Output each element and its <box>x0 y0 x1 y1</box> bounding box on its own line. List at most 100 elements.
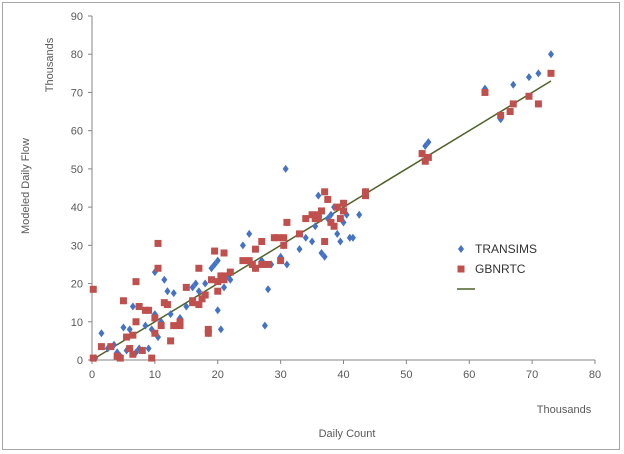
transims-point <box>239 241 246 250</box>
transims-point <box>422 141 429 150</box>
y-tick-label: 10 <box>71 317 83 329</box>
transims-point <box>202 279 209 288</box>
gbnrtc-point <box>189 297 197 305</box>
gbnrtc-point <box>497 111 505 119</box>
gbnrtc-point <box>248 260 256 268</box>
gbnrtc-point <box>547 69 555 77</box>
y-units-label: Thousands <box>44 37 56 92</box>
transims-point <box>189 283 196 292</box>
axes <box>88 15 596 364</box>
transims-point <box>510 80 517 89</box>
gbnrtc-point <box>273 234 281 242</box>
transims-point <box>425 138 432 147</box>
gbnrtc-point <box>314 211 322 219</box>
gbnrtc-point <box>151 314 159 322</box>
legend: TRANSIMS GBNRTC <box>457 242 537 290</box>
gbnrtc-point <box>195 264 203 272</box>
legend-label: TRANSIMS <box>475 242 537 256</box>
y-tick-label: 30 <box>71 240 83 252</box>
transims-point <box>283 260 290 269</box>
transims-point <box>296 245 303 254</box>
gbnrtc-point <box>340 199 347 207</box>
x-tick-label: 0 <box>89 369 95 381</box>
transims-point <box>98 329 105 338</box>
gbnrtc-point <box>333 203 341 211</box>
gbnrtc-point <box>204 325 212 333</box>
transims-point <box>192 279 199 288</box>
gbnrtc-point <box>324 195 332 203</box>
gbnrtc-point <box>129 350 137 358</box>
chart-frame: 0 10 20 30 40 50 60 70 80 90 0 10 20 30 40 50 60 70 80 TRA… <box>2 2 620 450</box>
gbnrtc-point <box>176 322 184 330</box>
gbnrtc-point <box>132 318 140 326</box>
transims-point <box>129 302 136 311</box>
gbnrtc-point <box>525 92 533 100</box>
gbnrtc-point <box>220 276 228 284</box>
gbnrtc-point <box>239 257 247 265</box>
transims-point <box>120 323 127 332</box>
y-tick-label: 60 <box>71 126 83 138</box>
gbnrtc-point <box>145 306 153 314</box>
transims-point <box>183 302 190 311</box>
gbnrtc-point <box>258 260 266 268</box>
gbnrtc-point <box>327 218 335 226</box>
gbnrtc-point <box>220 272 228 280</box>
legend-diamond-swatch <box>458 245 464 253</box>
transims-point <box>327 210 334 219</box>
gbnrtc-point <box>148 354 156 362</box>
transims-point <box>142 321 149 330</box>
gbnrtc-point <box>226 268 234 276</box>
gbnrtc-point <box>89 285 97 293</box>
gbnrtc-point <box>509 100 517 108</box>
gbnrtc-point <box>317 207 325 215</box>
gbnrtc-point <box>97 343 105 351</box>
transims-point <box>312 222 319 231</box>
gbnrtc-point <box>251 264 259 272</box>
x-tick-label: 50 <box>400 369 412 381</box>
transims-point <box>195 287 202 296</box>
transims-point <box>309 237 316 246</box>
gbnrtc-point <box>123 333 131 341</box>
gbnrtc-point <box>170 322 178 330</box>
y-tick-label: 0 <box>77 355 83 367</box>
y-axis-title: Modeled Daily Flow <box>20 138 32 234</box>
transims-point <box>282 164 289 173</box>
gbnrtc-point <box>264 260 272 268</box>
x-axis-title: Daily Count <box>319 428 376 440</box>
gbnrtc-point <box>211 247 219 255</box>
transims-point <box>217 325 224 334</box>
transims-point <box>349 233 356 242</box>
transims-point <box>145 344 152 353</box>
transims-point <box>356 210 363 219</box>
gbnrtc-point <box>182 283 190 291</box>
gbnrtc-point <box>204 329 212 337</box>
gbnrtc-point <box>277 257 285 265</box>
gbnrtc-point <box>421 157 429 165</box>
gbnrtc-point <box>116 354 124 362</box>
gbnrtc-point <box>302 215 310 223</box>
gbnrtc-point <box>154 239 162 247</box>
gbnrtc-point <box>207 276 215 284</box>
gbnrtc-point <box>176 318 184 326</box>
gbnrtc-point <box>135 302 143 310</box>
gbnrtc-point <box>151 329 159 337</box>
gbnrtc-point <box>362 188 370 196</box>
transims-point <box>318 248 325 257</box>
y-tick-label: 50 <box>71 164 83 176</box>
gbnrtc-point <box>220 249 228 257</box>
transims-point <box>346 233 353 242</box>
legend-square-swatch <box>457 265 465 273</box>
transims-point <box>246 229 253 238</box>
gbnrtc-point <box>280 241 288 249</box>
transims-point <box>337 237 344 246</box>
gbnrtc-point <box>258 238 266 246</box>
transims-point <box>211 260 218 269</box>
gbnrtc-point <box>321 238 329 246</box>
scatter-chart: 0 10 20 30 40 50 60 70 80 90 0 10 20 30 40 50 60 70 80 TRA… <box>20 11 601 440</box>
transims-point <box>525 73 532 82</box>
transims-point <box>302 233 309 242</box>
gbnrtc-point <box>107 343 115 351</box>
transims-point <box>214 256 221 265</box>
x-tick-label: 80 <box>589 369 601 381</box>
transims-point <box>547 50 554 59</box>
